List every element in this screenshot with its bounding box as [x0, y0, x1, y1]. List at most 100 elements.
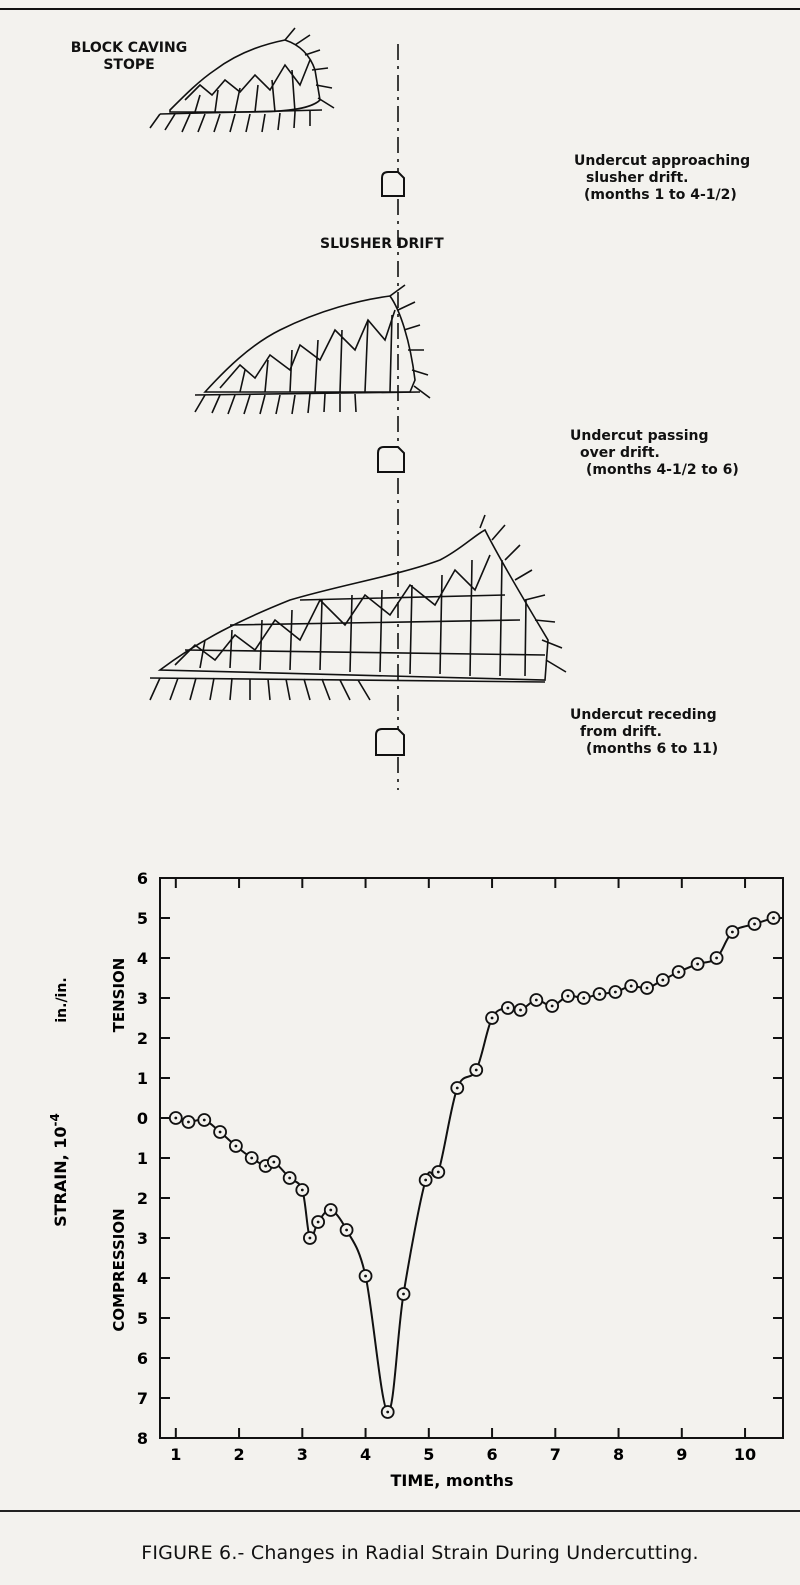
x-tick-label: 4 — [360, 1445, 371, 1464]
stage-2-line2: over drift. — [580, 445, 660, 461]
x-tick-label: 6 — [486, 1445, 497, 1464]
x-tick-label: 2 — [233, 1445, 244, 1464]
data-point-center — [250, 1156, 254, 1160]
top-rule — [0, 8, 800, 10]
stope-stage-1 — [149, 27, 335, 133]
stope-stage-2 — [194, 284, 431, 415]
y-axis-exponent: -4 — [48, 1113, 62, 1126]
y-tick-label: 0 — [137, 1109, 148, 1128]
x-tick-label: 10 — [734, 1445, 756, 1464]
data-point-center — [329, 1208, 333, 1212]
y-tick-label: 3 — [137, 989, 148, 1008]
drift-stage-1 — [381, 171, 405, 197]
stope-label-line2: STOPE — [103, 57, 155, 73]
y-axis-tension-label: TENSION — [110, 958, 128, 1033]
stope-stage-3 — [149, 514, 567, 701]
data-point-center — [402, 1292, 405, 1296]
data-point-center — [264, 1164, 268, 1168]
y-axis-compression-label: COMPRESSION — [110, 1208, 128, 1331]
stage-3-line2: from drift. — [580, 724, 662, 740]
data-point-center — [272, 1160, 276, 1164]
y-axis-strain-label: STRAIN, 10-4 — [48, 1113, 70, 1227]
stage-3-line1: Undercut receding — [570, 707, 717, 723]
x-axis-label: TIME, months — [391, 1471, 514, 1490]
drift-stage-2 — [377, 446, 405, 473]
stage-2-line3: (months 4-1/2 to 6) — [586, 462, 739, 478]
figure-caption: FIGURE 6.- Changes in Radial Strain Duri… — [141, 1542, 699, 1564]
data-point-center — [534, 998, 538, 1002]
y-tick-label: 8 — [137, 1429, 148, 1448]
data-point-center — [566, 994, 570, 998]
data-point-center — [424, 1178, 428, 1182]
data-point-center — [550, 1004, 554, 1008]
y-tick-label: 1 — [137, 1149, 148, 1168]
stage-1-line1: Undercut approaching — [574, 153, 751, 169]
x-tick-label: 7 — [550, 1445, 561, 1464]
data-point-center — [519, 1008, 522, 1012]
x-tick-label: 9 — [676, 1445, 687, 1464]
y-tick-label: 7 — [137, 1389, 148, 1408]
data-point-center — [187, 1120, 190, 1124]
data-point-center — [715, 956, 718, 960]
data-point-center — [436, 1170, 440, 1174]
stage-1-line3: (months 1 to 4-1/2) — [584, 187, 737, 203]
data-point-center — [174, 1116, 178, 1120]
data-point-center — [582, 996, 586, 1000]
data-point-center — [202, 1118, 206, 1122]
y-tick-label: 1 — [137, 1069, 148, 1088]
data-point-center — [696, 962, 700, 966]
stage-3-line3: (months 6 to 11) — [586, 741, 719, 757]
series-points — [168, 911, 781, 1419]
y-axis-strain-text: STRAIN, 10 — [51, 1126, 70, 1226]
data-point-center — [234, 1144, 238, 1148]
y-tick-label: 2 — [137, 1029, 148, 1048]
x-tick-labels: 1 2 3 4 5 6 7 8 9 10 — [170, 1445, 756, 1464]
data-point-center — [613, 990, 617, 994]
stage-2-line1: Undercut passing — [570, 428, 709, 444]
y-axis-label: STRAIN, 10-4 in./in. TENSION COMPRESSION — [48, 958, 128, 1332]
y-axis-units-label: in./in. — [54, 977, 70, 1022]
stage-1-line2: slusher drift. — [586, 170, 689, 186]
data-point-center — [364, 1274, 367, 1278]
y-tick-label: 4 — [137, 1269, 148, 1288]
axis-ticks — [160, 877, 783, 1439]
y-tick-label: 5 — [137, 909, 148, 928]
data-point-center — [386, 1410, 390, 1414]
data-point-center — [731, 930, 734, 934]
y-tick-label: 5 — [137, 1309, 148, 1328]
y-tick-label: 6 — [137, 1349, 148, 1368]
x-tick-label: 1 — [170, 1445, 181, 1464]
drift-stage-3 — [375, 728, 405, 756]
x-tick-label: 3 — [297, 1445, 308, 1464]
data-point-center — [288, 1176, 292, 1180]
data-point-center — [218, 1130, 222, 1134]
x-tick-label: 8 — [613, 1445, 624, 1464]
data-point-center — [629, 984, 633, 988]
x-tick-label: 5 — [423, 1445, 434, 1464]
data-point-center — [455, 1086, 459, 1090]
y-tick-label: 6 — [137, 869, 148, 888]
data-point-center — [645, 986, 649, 990]
data-point-center — [300, 1188, 304, 1192]
y-tick-label: 3 — [137, 1229, 148, 1248]
data-point-center — [753, 922, 756, 926]
data-point-center — [474, 1068, 478, 1072]
stope-label-line1: BLOCK CAVING — [70, 40, 188, 56]
data-point-center — [772, 916, 775, 920]
data-point-center — [661, 978, 665, 982]
data-point-center — [316, 1220, 320, 1224]
data-point-center — [677, 970, 681, 974]
stage-1-description: Undercut approaching slusher drift. (mon… — [574, 153, 750, 204]
data-point-center — [598, 992, 601, 996]
data-point-center — [308, 1236, 312, 1240]
y-tick-label: 4 — [137, 949, 148, 968]
y-tick-labels: 6 5 4 3 2 1 0 1 2 3 4 5 6 7 8 — [137, 869, 148, 1448]
data-point-center — [345, 1228, 348, 1232]
data-point-center — [490, 1016, 494, 1020]
y-tick-label: 2 — [137, 1189, 148, 1208]
bottom-rule — [0, 1510, 800, 1512]
stage-3-description: Undercut receding from drift. (months 6 … — [570, 707, 718, 758]
stage-2-description: Undercut passing over drift. (months 4-1… — [570, 428, 739, 479]
